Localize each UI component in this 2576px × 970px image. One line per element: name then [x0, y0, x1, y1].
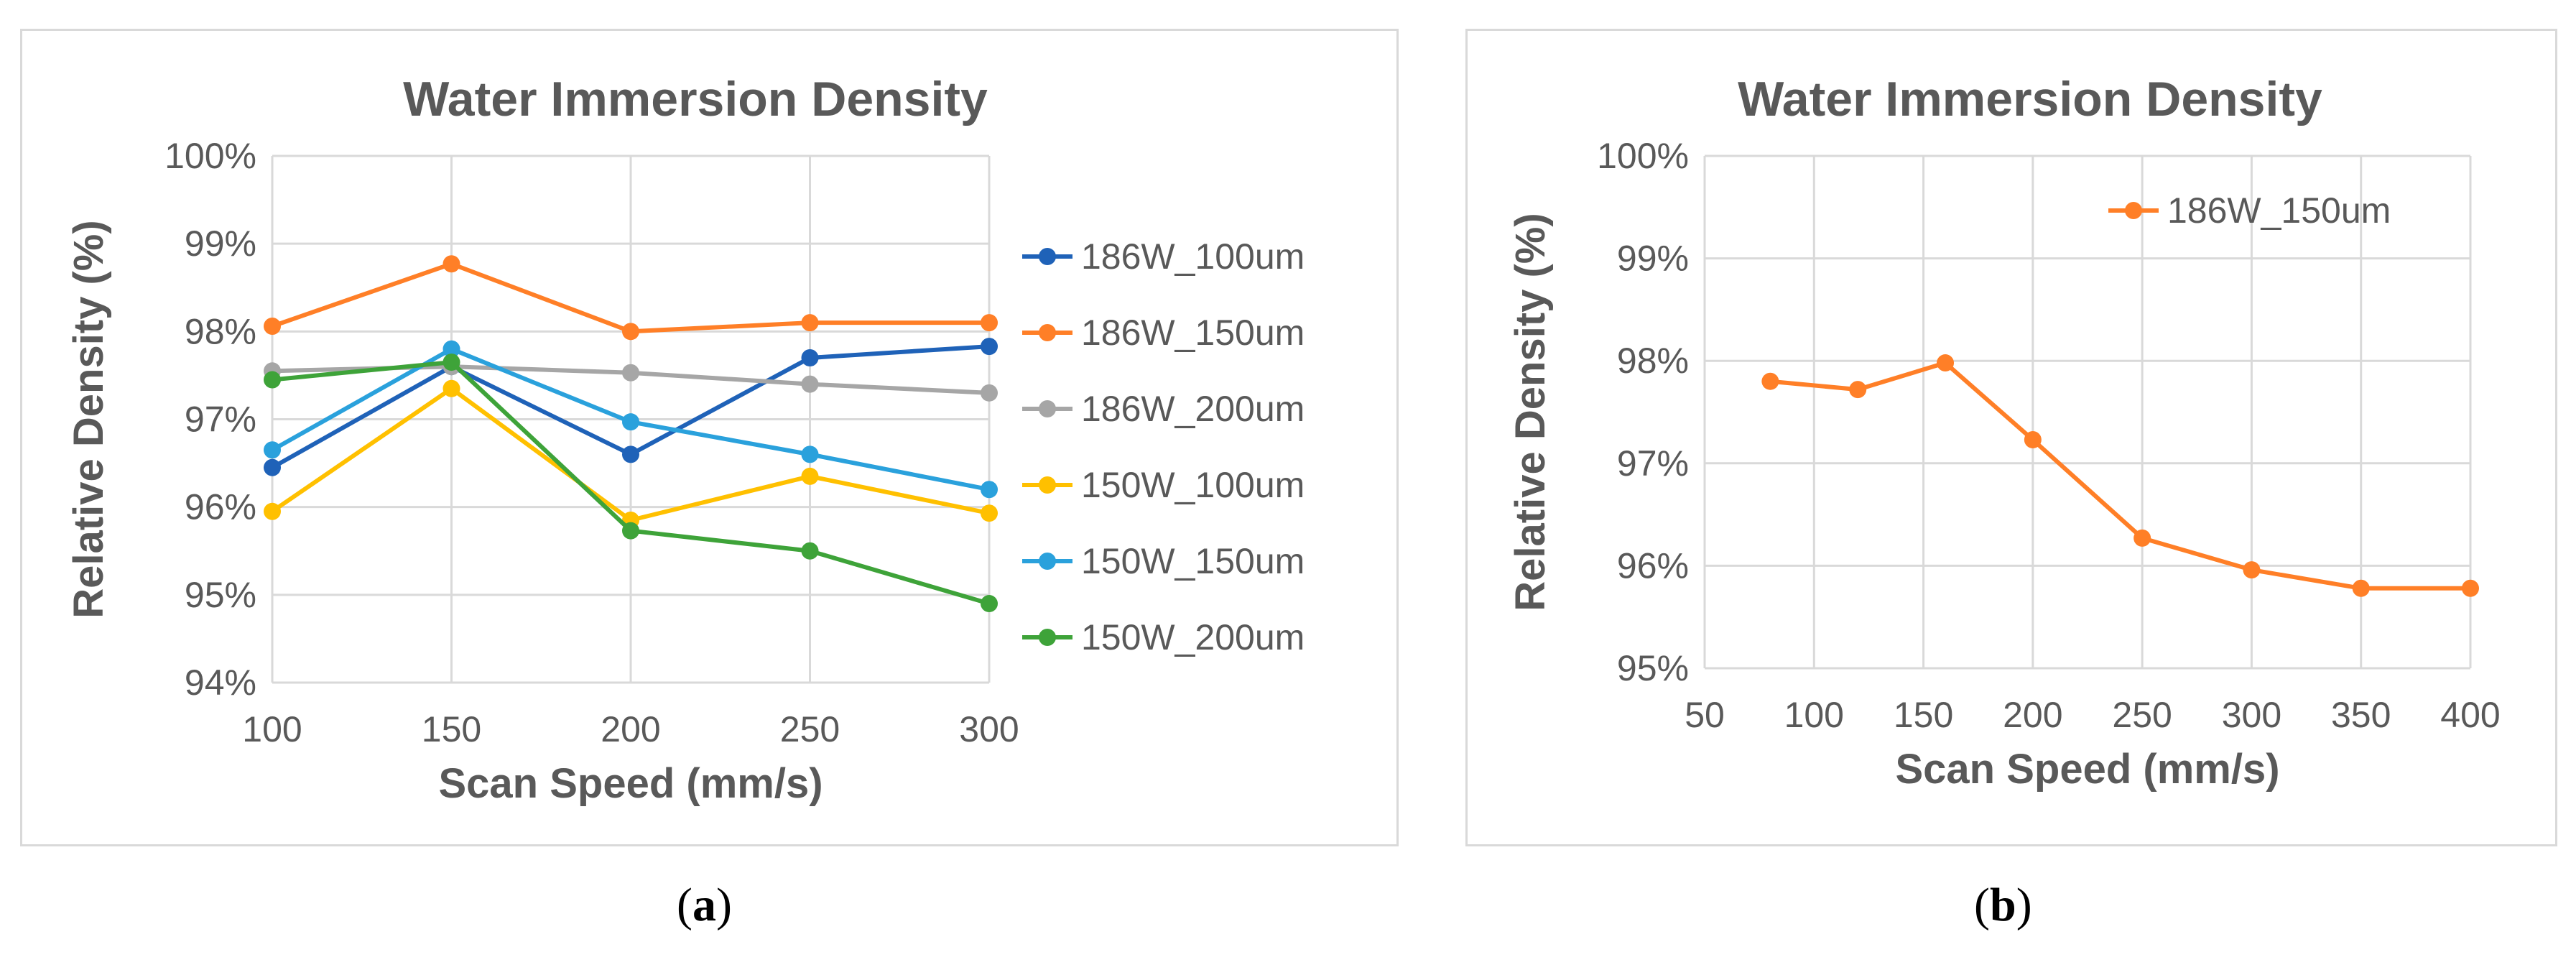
chart-a-legend-label: 150W_100um — [1081, 465, 1305, 505]
chart-a-data-point-150W_150um — [981, 481, 998, 499]
chart-a-title: Water Immersion Density — [403, 72, 988, 126]
chart-a-y-tick-label: 95% — [185, 575, 256, 615]
chart-b-data-point-186W_150um — [2133, 529, 2151, 547]
chart-a-legend-label: 186W_200um — [1081, 389, 1305, 429]
chart-b-y-tick-label: 100% — [1597, 136, 1689, 176]
chart-a-data-point-186W_100um — [264, 458, 281, 476]
chart-a-legend-marker — [1039, 324, 1056, 341]
chart-b-data-point-186W_150um — [2352, 579, 2370, 597]
chart-a-data-point-150W_100um — [264, 502, 281, 520]
chart-a-data-point-186W_100um — [981, 338, 998, 356]
chart-a-x-tick-label: 100 — [242, 709, 302, 749]
chart-a-data-point-150W_200um — [801, 542, 819, 560]
chart-b-x-tick-label: 400 — [2440, 695, 2500, 735]
chart-a-legend-marker — [1039, 553, 1056, 570]
chart-b-x-tick-label: 100 — [1784, 695, 1844, 735]
chart-panel-a: Water Immersion Density 94% 95% 96% 97% 98% 99… — [20, 29, 1399, 846]
chart-b-data-point-186W_150um — [1849, 381, 1867, 399]
chart-a-x-tick-label: 150 — [422, 709, 481, 749]
chart-b-data-point-186W_150um — [2462, 579, 2479, 597]
chart-a-x-tick-label: 300 — [959, 709, 1019, 749]
chart-a-y-tick-label: 99% — [185, 223, 256, 264]
chart-b-data-point-186W_150um — [2243, 561, 2261, 579]
chart-a-data-point-150W_200um — [622, 522, 639, 540]
chart-b-x-axis-title: Scan Speed (mm/s) — [1895, 746, 2279, 793]
chart-b-y-tick-label: 98% — [1617, 341, 1689, 381]
chart-a-y-tick-label: 97% — [185, 399, 256, 440]
chart-a-legend-label: 186W_100um — [1081, 236, 1305, 277]
chart-a-legend-marker — [1039, 248, 1056, 265]
chart-b-x-tick-label: 300 — [2222, 695, 2281, 735]
chart-b-title: Water Immersion Density — [1738, 72, 2322, 126]
chart-b-data-point-186W_150um — [1937, 354, 1955, 372]
chart-b-y-tick-label: 99% — [1617, 239, 1689, 279]
chart-a-y-tick-label: 96% — [185, 487, 256, 527]
chart-a-y-tick-label: 100% — [165, 136, 256, 176]
chart-b-y-tick-label: 97% — [1617, 443, 1689, 484]
chart-a-data-point-186W_200um — [801, 375, 819, 393]
chart-a-data-point-186W_200um — [622, 364, 639, 382]
chart-a-legend-marker — [1039, 476, 1056, 494]
chart-a-legend-label: 150W_200um — [1081, 617, 1305, 657]
chart-a-data-point-186W_100um — [622, 445, 639, 463]
chart-b-data-point-186W_150um — [1761, 372, 1779, 390]
chart-a-data-point-150W_100um — [801, 467, 819, 485]
chart-a-data-point-186W_100um — [801, 348, 819, 366]
chart-b-x-tick-label: 200 — [2003, 695, 2062, 735]
chart-b-y-axis-title: Relative Density (%) — [1507, 213, 1554, 611]
chart-a-x-axis-title: Scan Speed (mm/s) — [438, 760, 823, 807]
chart-a-data-point-150W_150um — [443, 340, 460, 358]
chart-b-svg: Water Immersion Density 95% 96% 97% 98% 99% 10… — [1507, 72, 2501, 793]
chart-b-legend-label: 186W_150um — [2167, 190, 2391, 231]
chart-a-data-point-150W_150um — [801, 445, 819, 463]
caption-b-letter: b — [1989, 879, 2016, 931]
chart-a-y-axis-title: Relative Density (%) — [65, 220, 112, 618]
chart-a-legend-marker — [1039, 629, 1056, 646]
chart-b-x-tick-label: 350 — [2331, 695, 2391, 735]
chart-panel-b: Water Immersion Density 95% 96% 97% 98% 99% 10… — [1465, 29, 2557, 846]
chart-b-x-tick-label: 150 — [1894, 695, 1953, 735]
chart-a-y-tick-label: 94% — [185, 662, 256, 703]
chart-b-x-tick-label: 250 — [2112, 695, 2172, 735]
chart-a-data-point-150W_200um — [264, 371, 281, 389]
chart-b-x-tick-label: 50 — [1685, 695, 1725, 735]
chart-a-svg: Water Immersion Density 94% 95% 96% 97% 98% 99… — [65, 72, 1305, 807]
chart-a-y-tick-label: 98% — [185, 311, 256, 351]
chart-a-x-tick-label: 200 — [601, 709, 660, 749]
chart-a-legend-marker — [1039, 400, 1056, 417]
chart-b-data-point-186W_150um — [2024, 431, 2042, 449]
chart-a-data-point-150W_100um — [443, 379, 460, 397]
chart-a-data-point-186W_150um — [981, 314, 998, 332]
chart-a-data-point-150W_200um — [981, 595, 998, 613]
chart-a-data-point-186W_150um — [801, 314, 819, 332]
chart-b-y-tick-label: 96% — [1617, 545, 1689, 586]
chart-b-legend-marker — [2125, 202, 2142, 219]
chart-b-y-tick-label: 95% — [1617, 648, 1689, 688]
chart-a-data-point-150W_200um — [443, 354, 460, 371]
chart-a-data-point-186W_150um — [443, 255, 460, 273]
chart-a-data-point-186W_150um — [622, 323, 639, 341]
chart-a-data-point-150W_150um — [622, 413, 639, 431]
caption-a-letter: a — [692, 879, 716, 931]
chart-a-legend-label: 150W_150um — [1081, 541, 1305, 581]
chart-b-series-line-186W_150um — [1770, 361, 2470, 591]
chart-a-data-point-150W_150um — [264, 441, 281, 459]
chart-a-data-point-186W_200um — [981, 384, 998, 402]
chart-a-legend-label: 186W_150um — [1081, 313, 1305, 353]
caption-b: (b) — [1974, 879, 2032, 931]
chart-a-data-point-150W_100um — [981, 504, 998, 522]
chart-a-x-tick-label: 250 — [780, 709, 840, 749]
caption-a: (a) — [677, 879, 732, 931]
chart-a-data-point-186W_150um — [264, 318, 281, 336]
